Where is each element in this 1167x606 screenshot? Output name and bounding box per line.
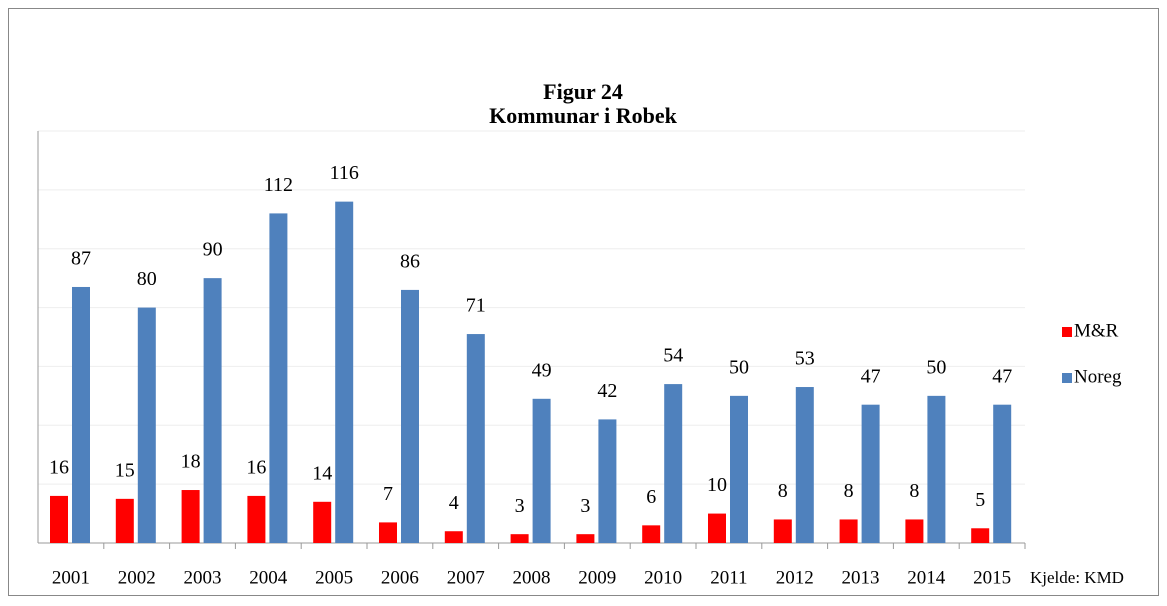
bar bbox=[335, 201, 354, 543]
bar bbox=[664, 384, 683, 543]
x-tick-label: 2012 bbox=[776, 567, 814, 588]
chart-title: Figur 24 bbox=[543, 79, 623, 104]
data-label: 14 bbox=[312, 462, 332, 484]
data-label: 4 bbox=[449, 492, 459, 514]
bar bbox=[313, 501, 332, 543]
data-label: 116 bbox=[330, 162, 359, 184]
chart-subtitle: Kommunar i Robek bbox=[489, 103, 678, 128]
legend-swatch bbox=[1062, 373, 1072, 383]
x-tick-label: 2006 bbox=[381, 567, 419, 588]
data-label: 87 bbox=[71, 248, 91, 270]
bar bbox=[971, 528, 990, 543]
bar bbox=[773, 519, 792, 543]
bar bbox=[927, 395, 946, 543]
x-tick-label: 2007 bbox=[447, 567, 485, 588]
x-tick-label: 2008 bbox=[513, 567, 551, 588]
bar bbox=[137, 307, 156, 543]
bar bbox=[401, 289, 419, 543]
source: Kjelde: KMD bbox=[1030, 568, 1124, 587]
data-label: 53 bbox=[795, 348, 815, 370]
bar bbox=[50, 495, 68, 543]
bar bbox=[730, 395, 748, 543]
x-tick-label: 2001 bbox=[52, 567, 90, 588]
chart-border bbox=[8, 8, 1159, 596]
data-label: 8 bbox=[909, 480, 919, 502]
legend-swatch bbox=[1062, 327, 1072, 337]
data-label: 7 bbox=[383, 483, 393, 505]
x-tick-label: 2014 bbox=[907, 567, 946, 588]
bar bbox=[532, 398, 551, 543]
bar bbox=[444, 531, 463, 543]
data-label: 18 bbox=[181, 451, 201, 473]
bar bbox=[269, 213, 288, 543]
bar bbox=[466, 334, 485, 543]
bar bbox=[708, 513, 726, 543]
x-tick-label: 2015 bbox=[973, 567, 1011, 588]
data-label: 50 bbox=[926, 356, 946, 378]
legend-label: M&R bbox=[1074, 320, 1119, 341]
data-label: 86 bbox=[400, 251, 420, 273]
data-label: 112 bbox=[264, 174, 293, 196]
data-label: 16 bbox=[246, 457, 266, 479]
data-label: 15 bbox=[115, 459, 135, 481]
data-label: 71 bbox=[466, 295, 486, 317]
bar bbox=[993, 404, 1012, 543]
data-label: 8 bbox=[778, 480, 788, 502]
data-label: 47 bbox=[861, 365, 881, 387]
data-label: 54 bbox=[663, 345, 683, 367]
bar bbox=[203, 278, 222, 543]
bar bbox=[861, 404, 880, 543]
bar bbox=[115, 498, 134, 543]
data-label: 49 bbox=[532, 359, 552, 381]
bar bbox=[795, 387, 814, 543]
data-label: 50 bbox=[729, 356, 749, 378]
bar bbox=[905, 519, 924, 543]
data-label: 10 bbox=[707, 474, 727, 496]
bar bbox=[576, 534, 595, 543]
data-label: 90 bbox=[203, 239, 223, 261]
bar bbox=[510, 534, 529, 543]
bar bbox=[598, 419, 617, 543]
x-tick-label: 2002 bbox=[118, 567, 156, 588]
data-label: 5 bbox=[975, 489, 985, 511]
x-tick-label: 2003 bbox=[184, 567, 222, 588]
data-label: 3 bbox=[515, 495, 525, 517]
data-label: 80 bbox=[137, 268, 157, 290]
data-label: 8 bbox=[844, 480, 854, 502]
x-tick-label: 2011 bbox=[710, 567, 747, 588]
bar bbox=[247, 495, 266, 543]
x-tick-label: 2004 bbox=[249, 567, 288, 588]
data-label: 16 bbox=[49, 457, 69, 479]
data-label: 6 bbox=[646, 486, 656, 508]
x-tick-label: 2005 bbox=[315, 567, 353, 588]
data-label: 3 bbox=[580, 495, 590, 517]
data-label: 47 bbox=[992, 365, 1012, 387]
bar bbox=[181, 490, 200, 543]
bar bbox=[839, 519, 858, 543]
data-label: 42 bbox=[597, 380, 617, 402]
bar bbox=[642, 525, 661, 543]
x-tick-label: 2009 bbox=[578, 567, 616, 588]
legend-label: Noreg bbox=[1074, 366, 1122, 387]
bar bbox=[72, 286, 90, 543]
bar bbox=[379, 522, 397, 543]
x-tick-label: 2010 bbox=[644, 567, 682, 588]
x-tick-label: 2013 bbox=[842, 567, 880, 588]
